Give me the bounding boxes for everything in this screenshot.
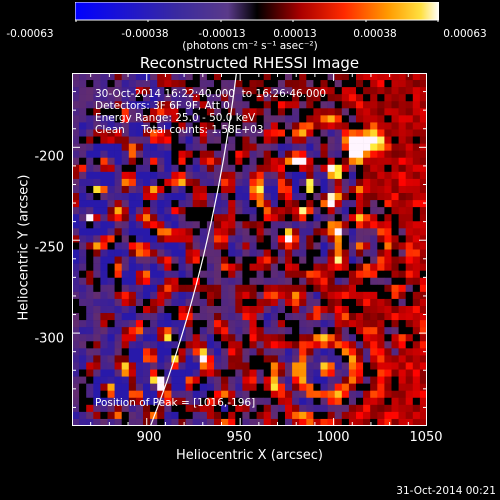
info-line: Energy Range: 25.0 - 50.0 keV <box>95 112 256 124</box>
solar-limb-line <box>149 73 238 426</box>
x-tick-label: 1000 <box>316 430 350 445</box>
colorbar <box>75 2 439 22</box>
y-tick-label: -200 <box>34 149 64 165</box>
colorbar-tick: 0.00013 <box>273 28 317 40</box>
x-tick-label: 1050 <box>409 430 443 445</box>
colorbar-tick: -0.00013 <box>198 28 246 40</box>
footer-timestamp: 31-Oct-2014 00:21 <box>396 485 496 497</box>
y-axis-label: Heliocentric Y (arcsec) <box>16 174 32 321</box>
plot-frame <box>72 73 427 426</box>
colorbar-unit-label: (photons cm⁻² s⁻¹ asec⁻²) <box>182 40 318 52</box>
colorbar-tick: 0.00038 <box>353 28 397 40</box>
heatmap-plot <box>72 73 427 426</box>
x-tick-label: 900 <box>136 430 162 445</box>
y-tick-label: -300 <box>34 331 64 347</box>
info-line: Clean Total counts: 1.58E+03 <box>95 124 264 136</box>
info-line: Detectors: 3F 6F 9F, Att 0 <box>95 100 230 112</box>
peak-position-label: Position of Peak = [1016,-196] <box>95 397 256 409</box>
colorbar-tick: -0.00063 <box>6 28 54 40</box>
info-line: 30-Oct-2014 16:22:40.000 to 16:26:46.000 <box>95 88 327 100</box>
colorbar-tick: -0.00038 <box>121 28 169 40</box>
heatmap-cells <box>72 73 427 426</box>
y-tick-label: -250 <box>34 240 64 256</box>
chart-title: Reconstructed RHESSI Image <box>139 54 360 72</box>
x-tick-label: 950 <box>226 430 252 445</box>
colorbar-tick: 0.00063 <box>443 28 487 40</box>
x-axis-label: Heliocentric X (arcsec) <box>176 448 323 463</box>
